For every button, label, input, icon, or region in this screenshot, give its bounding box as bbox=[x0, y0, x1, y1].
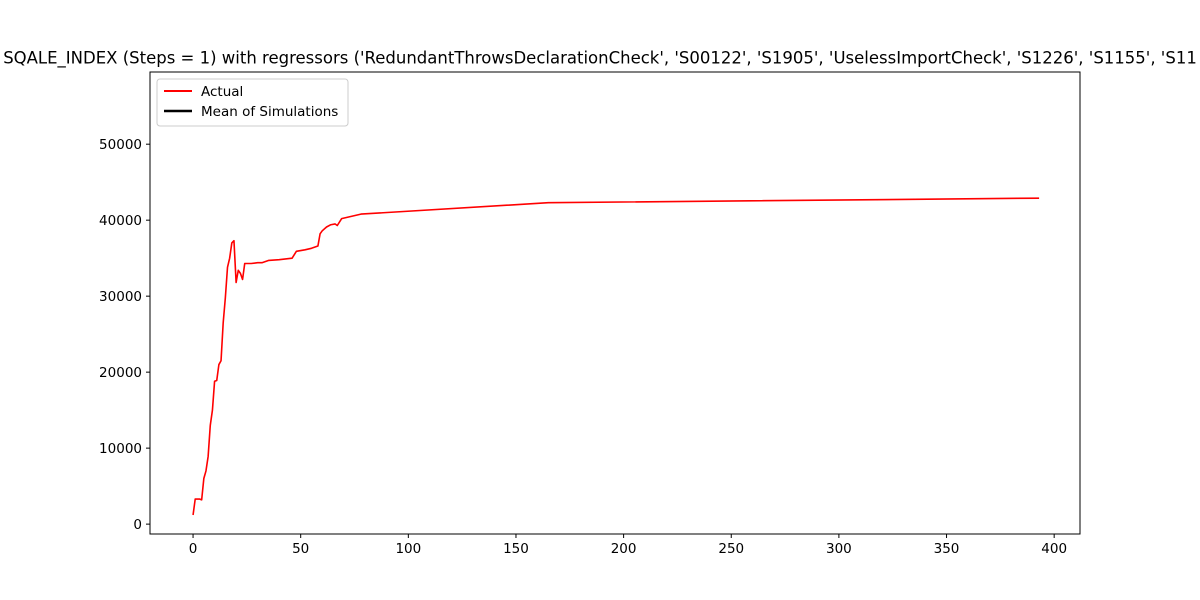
y-tick-label: 50000 bbox=[99, 137, 142, 153]
y-tick-label: 20000 bbox=[99, 365, 142, 381]
x-tick-label: 100 bbox=[395, 541, 421, 557]
x-tick-label: 150 bbox=[503, 541, 529, 557]
x-axis: 0 50 100 150 200 250 300 350 400 bbox=[189, 534, 1067, 557]
y-axis: 0 10000 20000 30000 40000 50000 bbox=[99, 137, 150, 533]
legend-label-actual: Actual bbox=[201, 84, 243, 100]
x-tick-label: 250 bbox=[718, 541, 744, 557]
x-tick-label: 0 bbox=[189, 541, 198, 557]
series-line-0 bbox=[192, 197, 1040, 516]
plot-frame bbox=[149, 71, 1081, 535]
x-tick-label: 350 bbox=[934, 541, 960, 557]
y-tick-label: 0 bbox=[133, 517, 142, 533]
y-tick-label: 30000 bbox=[99, 289, 142, 305]
legend-box bbox=[156, 78, 349, 127]
x-tick-label: 300 bbox=[826, 541, 852, 557]
y-tick-label: 10000 bbox=[99, 441, 142, 457]
x-tick-label: 200 bbox=[611, 541, 637, 557]
plot-series bbox=[192, 197, 1040, 516]
chart-title: SQALE_INDEX (Steps = 1) with regressors … bbox=[3, 49, 1197, 69]
legend: Actual Mean of Simulations bbox=[156, 78, 349, 127]
y-tick-label: 40000 bbox=[99, 213, 142, 229]
x-tick-label: 50 bbox=[292, 541, 309, 557]
x-tick-label: 400 bbox=[1041, 541, 1067, 557]
legend-label-mean: Mean of Simulations bbox=[201, 104, 338, 120]
